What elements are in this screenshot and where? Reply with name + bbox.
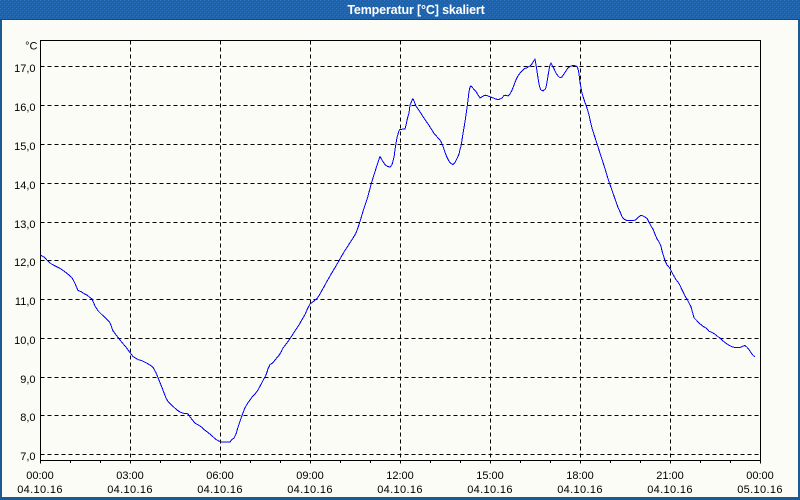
svg-text:7,0: 7,0	[20, 451, 35, 463]
svg-text:12,0: 12,0	[14, 257, 35, 269]
svg-text:09:00: 09:00	[296, 470, 324, 482]
svg-text:04.10.16: 04.10.16	[107, 484, 153, 496]
svg-text:°C: °C	[25, 41, 37, 53]
svg-text:18:00: 18:00	[566, 470, 594, 482]
svg-text:04.10.16: 04.10.16	[17, 484, 63, 496]
svg-text:16,0: 16,0	[14, 102, 35, 114]
svg-text:04.10.16: 04.10.16	[287, 484, 333, 496]
svg-text:10,0: 10,0	[14, 335, 35, 347]
svg-text:05.10.16: 05.10.16	[737, 484, 783, 496]
svg-text:14,0: 14,0	[14, 180, 35, 192]
svg-text:04.10.16: 04.10.16	[467, 484, 513, 496]
svg-text:03:00: 03:00	[116, 470, 144, 482]
svg-text:00:00: 00:00	[26, 470, 54, 482]
svg-text:21:00: 21:00	[656, 470, 684, 482]
svg-text:00:00: 00:00	[746, 470, 774, 482]
svg-text:04.10.16: 04.10.16	[377, 484, 423, 496]
svg-text:15:00: 15:00	[476, 470, 504, 482]
svg-text:12:00: 12:00	[386, 470, 414, 482]
svg-text:8,0: 8,0	[20, 412, 35, 424]
svg-text:Temperatur [°C] skaliert: Temperatur [°C] skaliert	[347, 3, 485, 17]
svg-text:9,0: 9,0	[20, 374, 35, 386]
svg-text:04.10.16: 04.10.16	[197, 484, 243, 496]
svg-text:04.10.16: 04.10.16	[647, 484, 693, 496]
svg-text:04.10.16: 04.10.16	[557, 484, 603, 496]
svg-text:13,0: 13,0	[14, 219, 35, 231]
svg-text:17,0: 17,0	[14, 63, 35, 75]
svg-text:06:00: 06:00	[206, 470, 234, 482]
svg-text:11,0: 11,0	[15, 296, 36, 308]
svg-text:15,0: 15,0	[14, 141, 35, 153]
